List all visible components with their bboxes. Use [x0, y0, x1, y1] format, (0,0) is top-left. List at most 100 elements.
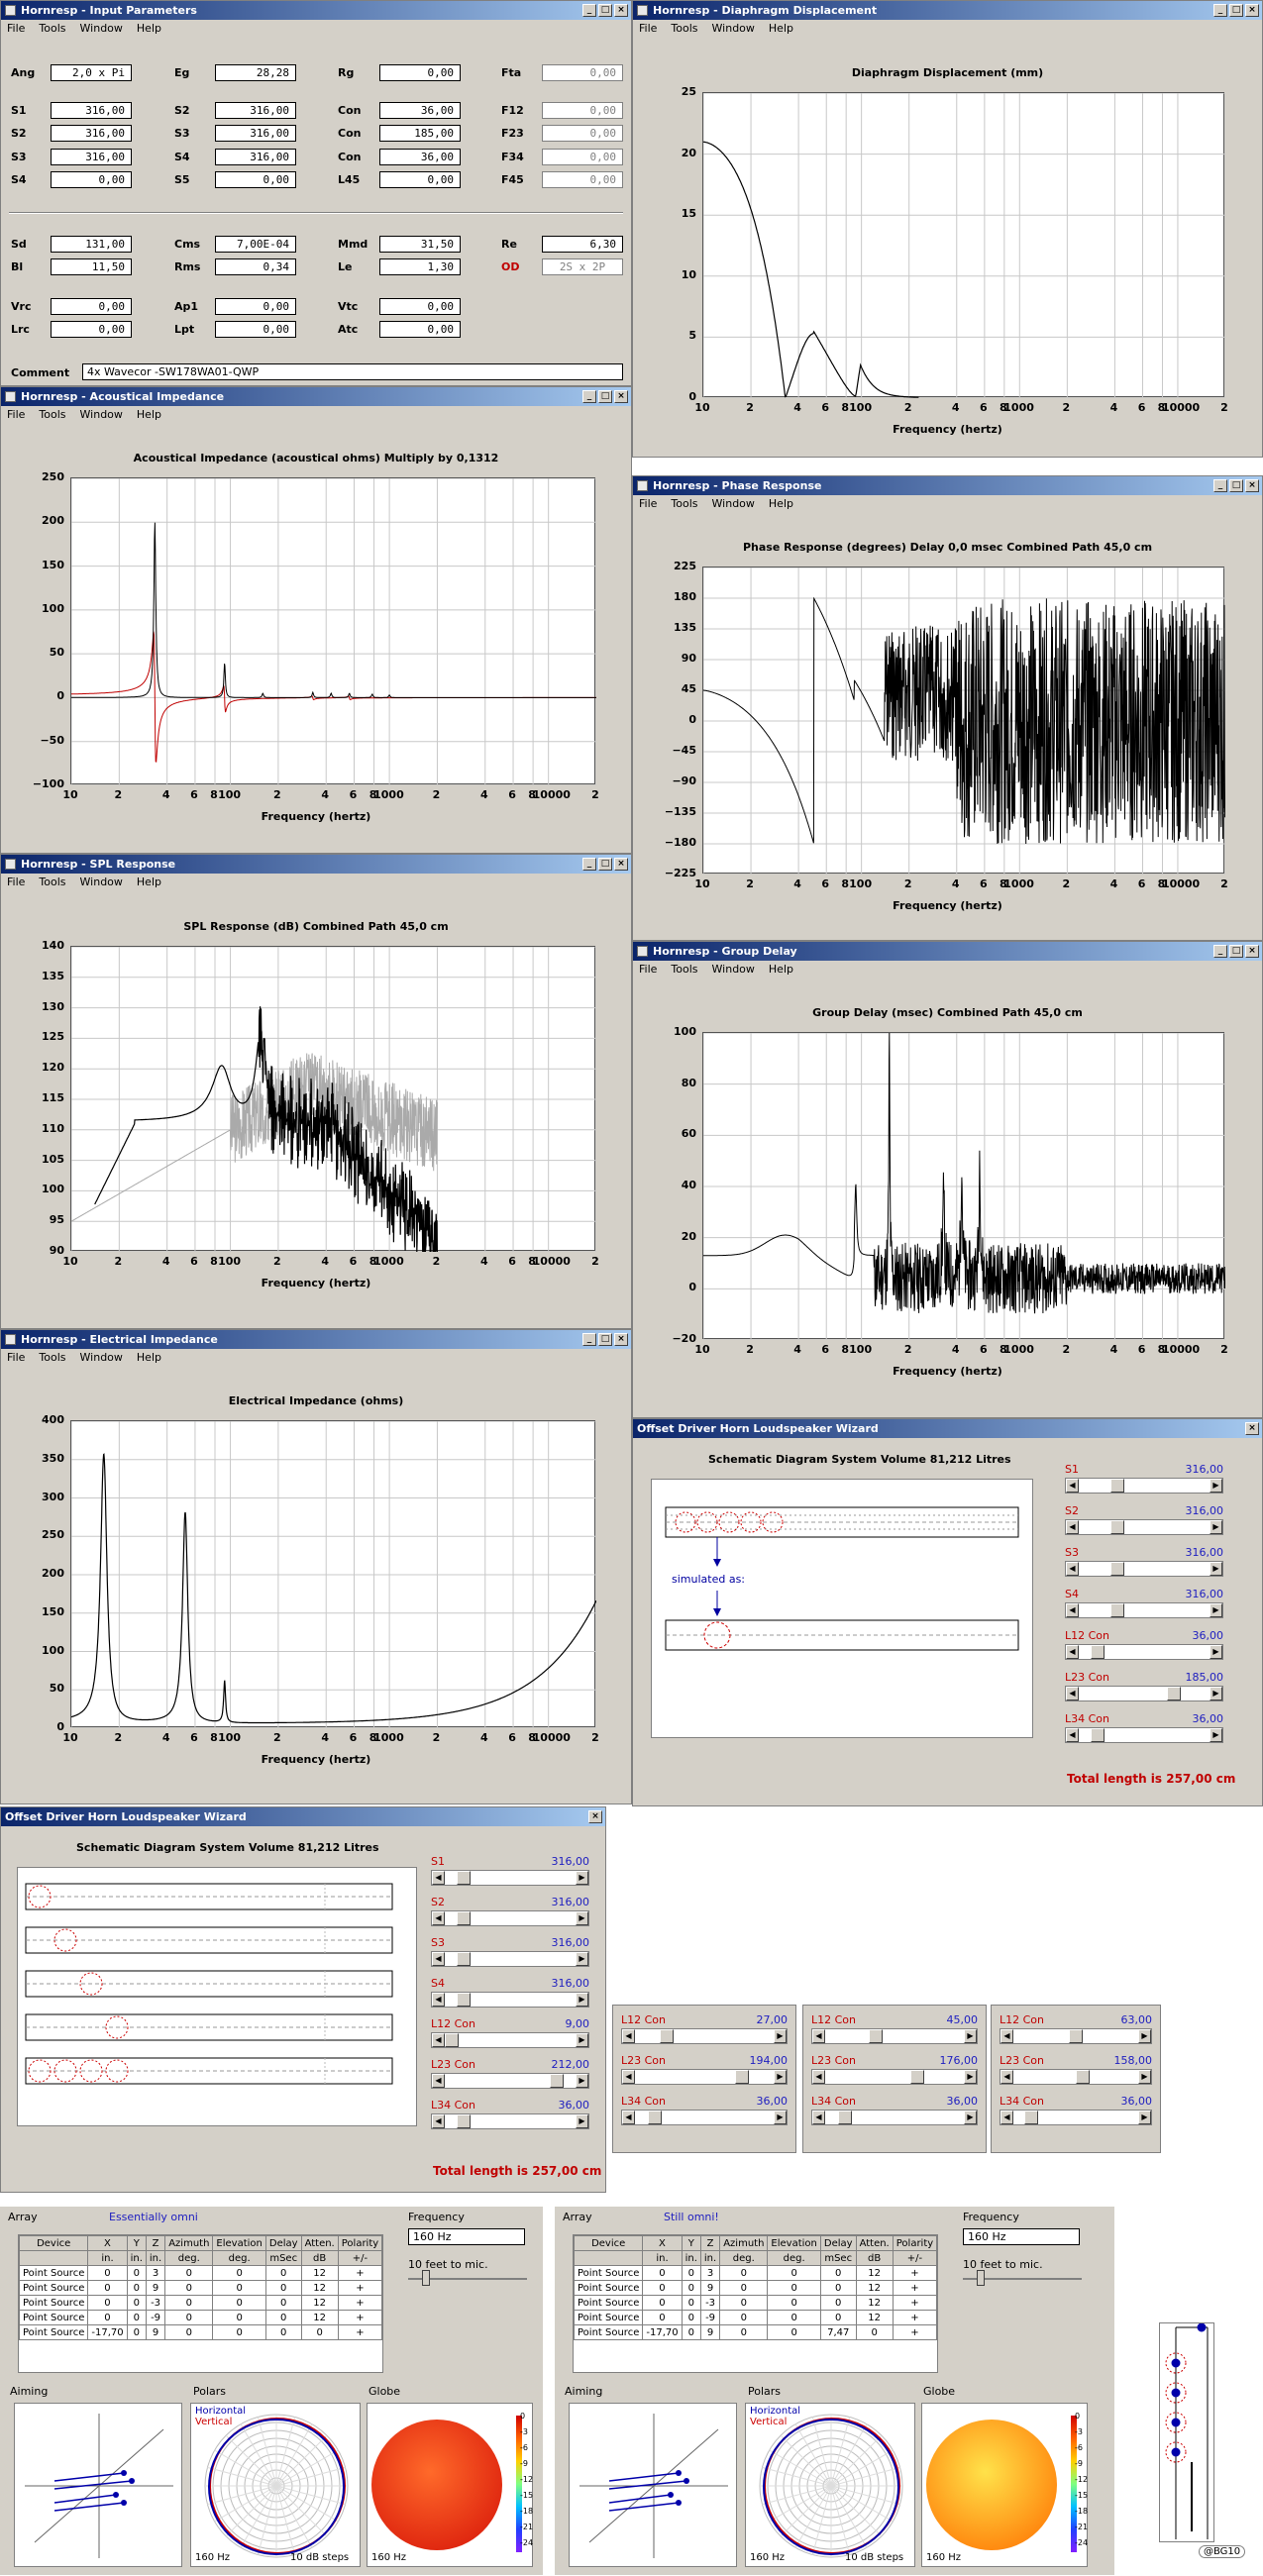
table-cell[interactable]: 0: [164, 2324, 214, 2340]
slider-right-arrow-icon[interactable]: ▶: [576, 1911, 588, 1925]
table-cell[interactable]: 0: [212, 2280, 266, 2296]
slider-right-arrow-icon[interactable]: ▶: [1210, 1520, 1222, 1534]
table-row[interactable]: Point Source 0 0 -3 0 0 0 12 +: [574, 2295, 938, 2311]
table-cell[interactable]: 0: [126, 2310, 147, 2325]
table-cell[interactable]: 0: [767, 2324, 821, 2340]
parameter-slider[interactable]: ◀ ▶: [431, 2032, 589, 2048]
title-bar[interactable]: Offset Driver Horn Loudspeaker Wizard ×: [1, 1807, 605, 1826]
table-cell[interactable]: 0: [642, 2280, 683, 2296]
parameter-slider[interactable]: ◀ ▶: [431, 2113, 589, 2129]
distance-slider-thumb[interactable]: [422, 2270, 430, 2286]
parameter-slider[interactable]: ◀ ▶: [811, 2110, 978, 2125]
close-icon[interactable]: ×: [1245, 479, 1259, 492]
slider-right-arrow-icon[interactable]: ▶: [1210, 1687, 1222, 1700]
parameter-slider[interactable]: ◀ ▶: [1065, 1644, 1223, 1660]
table-cell[interactable]: 0: [212, 2265, 266, 2281]
slider-left-arrow-icon[interactable]: ◀: [622, 2111, 635, 2124]
slider-left-arrow-icon[interactable]: ◀: [812, 2029, 825, 2043]
table-row[interactable]: Point Source 0 0 -9 0 0 0 12 +: [19, 2310, 383, 2325]
table-cell[interactable]: 12: [855, 2280, 894, 2296]
distance-slider[interactable]: [963, 2278, 1082, 2280]
slider-thumb[interactable]: [909, 2070, 924, 2084]
slider-thumb[interactable]: [647, 2111, 662, 2124]
slider-right-arrow-icon[interactable]: ▶: [1138, 2070, 1151, 2084]
param-field[interactable]: 0,00: [215, 298, 296, 315]
menu-help[interactable]: Help: [136, 1351, 161, 1364]
menu-help[interactable]: Help: [136, 876, 161, 888]
param-field[interactable]: 6,30: [542, 236, 623, 253]
slider-thumb[interactable]: [456, 2114, 471, 2128]
table-cell[interactable]: 3: [145, 2265, 166, 2281]
slider-left-arrow-icon[interactable]: ◀: [1066, 1645, 1079, 1659]
table-cell[interactable]: 0: [264, 2280, 302, 2296]
param-field[interactable]: 0,00: [379, 298, 461, 315]
menu-file[interactable]: File: [639, 497, 658, 510]
param-field[interactable]: 0,00: [215, 321, 296, 338]
slider-left-arrow-icon[interactable]: ◀: [622, 2070, 635, 2084]
minimize-icon[interactable]: _: [582, 1333, 596, 1346]
parameter-slider[interactable]: ◀ ▶: [431, 1910, 589, 1926]
param-field[interactable]: 0,00: [542, 171, 623, 188]
menu-window[interactable]: Window: [79, 1351, 123, 1364]
table-cell[interactable]: +: [337, 2324, 383, 2340]
table-cell[interactable]: 0: [719, 2265, 769, 2281]
parameter-slider[interactable]: ◀ ▶: [621, 2110, 788, 2125]
slider-right-arrow-icon[interactable]: ▶: [1138, 2029, 1151, 2043]
menu-help[interactable]: Help: [136, 408, 161, 421]
table-cell[interactable]: 9: [145, 2280, 166, 2296]
table-cell[interactable]: 0: [264, 2295, 302, 2311]
table-cell[interactable]: 0: [642, 2265, 683, 2281]
table-cell[interactable]: 0: [767, 2265, 821, 2281]
slider-thumb[interactable]: [734, 2070, 749, 2084]
slider-right-arrow-icon[interactable]: ▶: [1210, 1562, 1222, 1576]
table-cell[interactable]: 3: [699, 2265, 721, 2281]
table-row[interactable]: Point Source 0 0 9 0 0 0 12 +: [574, 2280, 938, 2296]
slider-right-arrow-icon[interactable]: ▶: [1210, 1728, 1222, 1742]
slider-thumb[interactable]: [837, 2111, 852, 2124]
table-cell[interactable]: Point Source: [19, 2310, 89, 2325]
param-field[interactable]: 36,00: [379, 102, 461, 119]
slider-left-arrow-icon[interactable]: ◀: [1066, 1520, 1079, 1534]
maximize-icon[interactable]: □: [598, 858, 612, 871]
menu-tools[interactable]: Tools: [671, 963, 698, 976]
maximize-icon[interactable]: □: [1229, 479, 1243, 492]
maximize-icon[interactable]: □: [598, 1333, 612, 1346]
table-cell[interactable]: Point Source: [574, 2324, 644, 2340]
distance-slider[interactable]: [408, 2278, 527, 2280]
slider-right-arrow-icon[interactable]: ▶: [576, 1871, 588, 1885]
slider-right-arrow-icon[interactable]: ▶: [1210, 1645, 1222, 1659]
maximize-icon[interactable]: □: [598, 4, 612, 17]
table-cell[interactable]: 0: [164, 2310, 214, 2325]
slider-thumb[interactable]: [869, 2029, 884, 2043]
title-bar[interactable]: Hornresp - SPL Response _ □ ×: [1, 855, 631, 874]
table-cell[interactable]: Point Source: [19, 2295, 89, 2311]
menu-file[interactable]: File: [7, 876, 26, 888]
parameter-slider[interactable]: ◀ ▶: [811, 2069, 978, 2085]
table-row[interactable]: Point Source -17,70 0 9 0 0 0 0 +: [19, 2324, 383, 2340]
frequency-select[interactable]: 160 Hz: [408, 2228, 525, 2245]
table-cell[interactable]: Point Source: [574, 2265, 644, 2281]
table-cell[interactable]: 0: [681, 2310, 701, 2325]
slider-thumb[interactable]: [1090, 1645, 1105, 1659]
table-cell[interactable]: -9: [699, 2310, 721, 2325]
menu-window[interactable]: Window: [79, 876, 123, 888]
table-scrollbar[interactable]: [382, 2234, 394, 2373]
slider-thumb[interactable]: [550, 2074, 565, 2088]
param-field[interactable]: 316,00: [51, 149, 132, 165]
table-cell[interactable]: Point Source: [19, 2265, 89, 2281]
close-icon[interactable]: ×: [614, 1333, 628, 1346]
slider-right-arrow-icon[interactable]: ▶: [964, 2070, 977, 2084]
close-icon[interactable]: ×: [1245, 1422, 1259, 1435]
parameter-slider[interactable]: ◀ ▶: [811, 2028, 978, 2044]
param-field[interactable]: 316,00: [215, 102, 296, 119]
menu-file[interactable]: File: [639, 22, 658, 35]
comment-field[interactable]: 4x Wavecor -SW178WA01-QWP: [82, 363, 623, 380]
slider-left-arrow-icon[interactable]: ◀: [812, 2111, 825, 2124]
parameter-slider[interactable]: ◀ ▶: [431, 1992, 589, 2008]
slider-left-arrow-icon[interactable]: ◀: [1000, 2070, 1013, 2084]
table-cell[interactable]: +: [892, 2280, 938, 2296]
slider-right-arrow-icon[interactable]: ▶: [576, 2033, 588, 2047]
table-cell[interactable]: 0: [681, 2324, 701, 2340]
param-field[interactable]: 131,00: [51, 236, 132, 253]
table-cell[interactable]: Point Source: [19, 2280, 89, 2296]
